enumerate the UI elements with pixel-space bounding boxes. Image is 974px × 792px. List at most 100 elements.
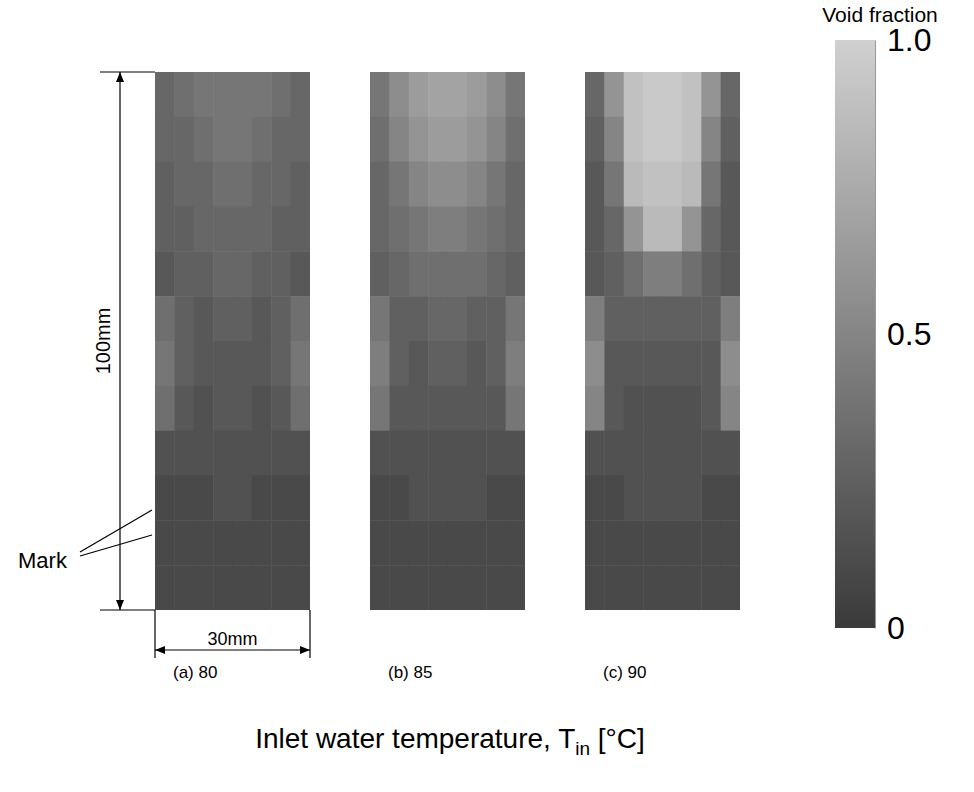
cell	[663, 431, 683, 476]
cell	[643, 207, 663, 252]
cell	[624, 251, 644, 296]
cell	[409, 72, 429, 117]
cell	[663, 341, 683, 386]
cell	[448, 476, 468, 521]
cell	[370, 207, 390, 252]
cell	[271, 476, 291, 521]
cell	[506, 476, 525, 521]
cell	[721, 296, 740, 341]
cell	[428, 251, 448, 296]
cell	[682, 72, 702, 117]
cell	[174, 207, 194, 252]
cell	[585, 207, 605, 252]
cell	[409, 117, 429, 162]
cell	[643, 476, 663, 521]
cell	[448, 296, 468, 341]
cell	[271, 341, 291, 386]
cell	[409, 565, 429, 610]
cell	[194, 476, 214, 521]
x-axis-title-subscript: in	[575, 738, 590, 759]
cell	[624, 162, 644, 207]
cell	[624, 565, 644, 610]
cell	[428, 520, 448, 565]
dimension-tick	[100, 609, 155, 610]
arrow-head	[155, 646, 165, 654]
height-label: 100mm	[92, 308, 114, 375]
cell	[448, 207, 468, 252]
cell	[233, 476, 253, 521]
cell	[213, 162, 233, 207]
cell	[467, 72, 487, 117]
cell	[663, 565, 683, 610]
cell	[682, 520, 702, 565]
cell	[467, 520, 487, 565]
cell	[486, 520, 506, 565]
cell	[155, 207, 175, 252]
cell	[721, 207, 740, 252]
cell	[663, 251, 683, 296]
cell	[467, 386, 487, 431]
cell	[585, 72, 605, 117]
cell	[409, 207, 429, 252]
cell	[643, 341, 663, 386]
cell	[701, 386, 721, 431]
cell	[643, 296, 663, 341]
arrow-head	[116, 72, 124, 82]
cell	[233, 386, 253, 431]
cell	[428, 341, 448, 386]
cell	[252, 162, 272, 207]
cell	[721, 117, 740, 162]
cell	[291, 431, 310, 476]
cell	[174, 520, 194, 565]
cell	[486, 162, 506, 207]
cell	[663, 520, 683, 565]
cell	[194, 162, 214, 207]
cell	[585, 476, 605, 521]
cell	[213, 117, 233, 162]
cell	[643, 72, 663, 117]
cell	[194, 341, 214, 386]
cell	[721, 162, 740, 207]
cell	[585, 565, 605, 610]
cell	[682, 296, 702, 341]
cell	[389, 296, 409, 341]
cell	[585, 431, 605, 476]
cell	[448, 431, 468, 476]
cell	[585, 162, 605, 207]
cell	[721, 341, 740, 386]
cell	[701, 431, 721, 476]
cell	[155, 117, 175, 162]
heatmap-panel	[585, 72, 740, 610]
cell	[291, 117, 310, 162]
cell	[213, 476, 233, 521]
cell	[682, 162, 702, 207]
cell	[194, 207, 214, 252]
cell	[252, 386, 272, 431]
cell	[291, 162, 310, 207]
cell	[701, 520, 721, 565]
cell	[604, 565, 624, 610]
dimension-tick	[100, 71, 155, 72]
cell	[604, 520, 624, 565]
cell	[624, 72, 644, 117]
cell	[604, 207, 624, 252]
cell	[389, 251, 409, 296]
cell	[155, 341, 175, 386]
cell	[701, 72, 721, 117]
cell	[370, 162, 390, 207]
cell	[663, 72, 683, 117]
cell	[194, 296, 214, 341]
cell	[155, 386, 175, 431]
width-label: 30mm	[207, 629, 257, 649]
arrow-head	[116, 600, 124, 610]
cell	[291, 296, 310, 341]
cell	[506, 296, 525, 341]
cell	[604, 72, 624, 117]
cell	[663, 117, 683, 162]
cell	[682, 431, 702, 476]
cell	[467, 341, 487, 386]
cell	[194, 251, 214, 296]
cell	[486, 117, 506, 162]
cell	[663, 162, 683, 207]
dimension-line	[155, 649, 310, 650]
